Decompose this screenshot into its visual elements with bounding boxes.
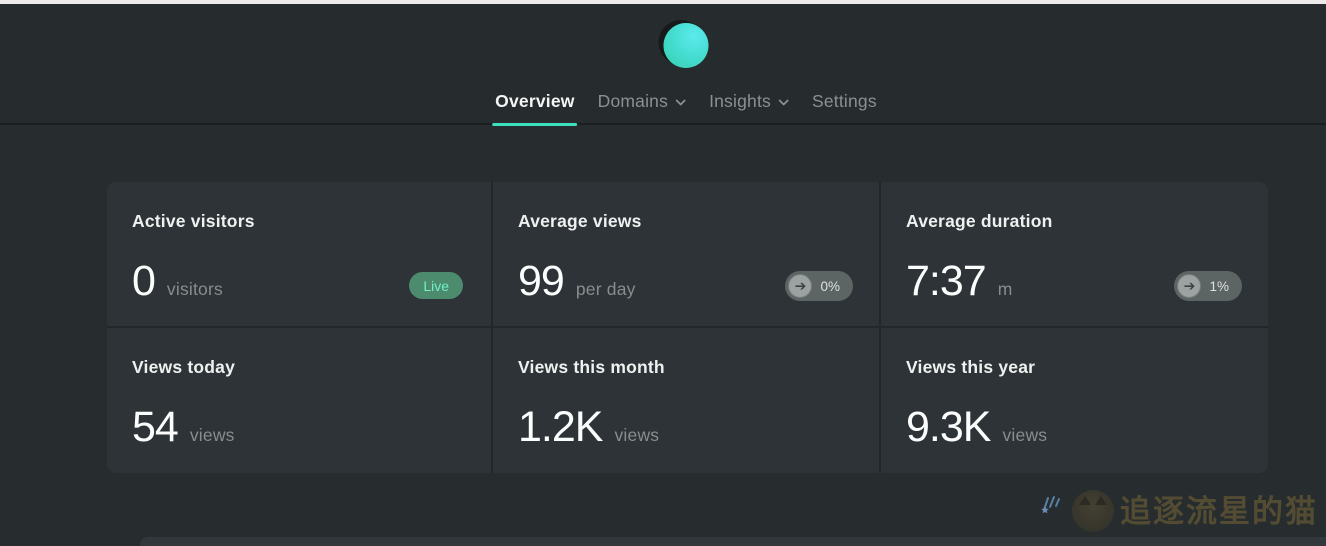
shooting-star-icon bbox=[1040, 494, 1066, 528]
trend-badge: ➔ 0% bbox=[785, 271, 853, 301]
arrow-right-circle-icon: ➔ bbox=[1177, 274, 1202, 298]
card-value: 99 bbox=[518, 257, 565, 305]
card-unit: views bbox=[614, 425, 660, 445]
trend-badge-label: 1% bbox=[1209, 278, 1229, 294]
card-unit: views bbox=[189, 425, 235, 445]
tab-domains[interactable]: Domains bbox=[598, 90, 686, 113]
tab-overview-label: Overview bbox=[495, 91, 575, 111]
card-unit: views bbox=[1002, 425, 1048, 445]
card-value: 0 bbox=[132, 257, 156, 305]
card-value: 9.3K bbox=[906, 403, 991, 451]
watermark-text: 追逐流星的猫 bbox=[1120, 493, 1318, 529]
card-title: Active visitors bbox=[132, 211, 255, 231]
trend-badge: ➔ 1% bbox=[1174, 271, 1242, 301]
card-title: Average views bbox=[518, 211, 642, 231]
tab-settings[interactable]: Settings bbox=[812, 90, 877, 113]
card-value-row: 7:37 m bbox=[906, 260, 1148, 303]
card-average-views: Average views 99 per day ➔ 0% bbox=[493, 182, 881, 328]
live-badge-label: Live bbox=[423, 277, 449, 294]
stats-panel: Active visitors 0 visitors Live Average … bbox=[107, 182, 1268, 473]
card-views-this-month: Views this month 1.2K views bbox=[493, 328, 881, 473]
arrow-right-glyph: ➔ bbox=[1183, 277, 1196, 294]
card-unit: m bbox=[997, 279, 1013, 299]
watermark: 追逐流星的猫 bbox=[1040, 487, 1318, 535]
live-badge: Live bbox=[409, 272, 463, 299]
card-active-visitors: Active visitors 0 visitors Live bbox=[107, 182, 493, 328]
tab-domains-label: Domains bbox=[597, 91, 669, 111]
card-value-row: 54 views bbox=[132, 406, 371, 449]
next-panel-top-edge bbox=[140, 537, 1326, 546]
tab-overview[interactable]: Overview bbox=[492, 90, 578, 126]
card-title: Views this year bbox=[906, 357, 1036, 377]
card-value-row: 1.2K views bbox=[518, 406, 759, 449]
card-value-row: 9.3K views bbox=[906, 406, 1148, 449]
main-nav: Overview Domains Insights Settings bbox=[492, 90, 877, 126]
card-value: 7:37 bbox=[906, 257, 987, 305]
trend-badge-label: 0% bbox=[820, 278, 840, 294]
card-views-this-year: Views this year 9.3K views bbox=[881, 328, 1268, 473]
cat-icon bbox=[1072, 490, 1114, 532]
card-unit: visitors bbox=[166, 279, 223, 299]
card-value: 1.2K bbox=[518, 403, 603, 451]
active-tab-underline bbox=[492, 122, 578, 126]
tab-settings-label: Settings bbox=[811, 91, 877, 111]
tab-insights-label: Insights bbox=[709, 91, 771, 111]
header: Overview Domains Insights Settings bbox=[0, 4, 1326, 126]
arrow-right-circle-icon: ➔ bbox=[788, 274, 813, 298]
arrow-right-glyph: ➔ bbox=[794, 277, 807, 294]
card-unit: per day bbox=[575, 279, 636, 299]
card-title: Views today bbox=[132, 357, 236, 377]
window-edge-strip bbox=[0, 0, 1326, 4]
card-views-today: Views today 54 views bbox=[107, 328, 493, 473]
card-title: Average duration bbox=[906, 211, 1053, 231]
chevron-down-icon bbox=[778, 97, 789, 108]
tab-insights[interactable]: Insights bbox=[709, 90, 789, 113]
teal-circle-logo[interactable] bbox=[663, 23, 709, 68]
chevron-down-icon bbox=[675, 97, 686, 108]
card-average-duration: Average duration 7:37 m ➔ 1% bbox=[881, 182, 1268, 328]
card-value: 54 bbox=[132, 403, 179, 451]
card-value-row: 99 per day bbox=[518, 260, 759, 303]
card-value-row: 0 visitors bbox=[132, 260, 371, 303]
card-title: Views this month bbox=[518, 357, 665, 377]
